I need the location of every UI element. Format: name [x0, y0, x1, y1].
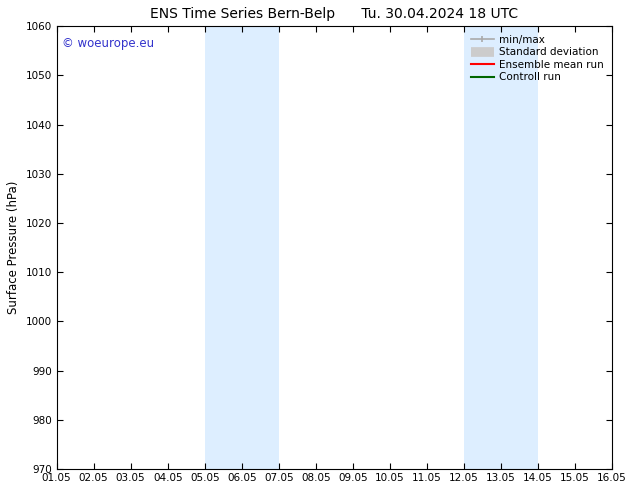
Bar [205, 26, 279, 469]
Legend: min/max, Standard deviation, Ensemble mean run, Controll run: min/max, Standard deviation, Ensemble me… [468, 31, 607, 86]
Title: ENS Time Series Bern-Belp      Tu. 30.04.2024 18 UTC: ENS Time Series Bern-Belp Tu. 30.04.2024… [150, 7, 519, 21]
Text: © woeurope.eu: © woeurope.eu [62, 37, 154, 50]
Y-axis label: Surface Pressure (hPa): Surface Pressure (hPa) [7, 181, 20, 314]
Bar [464, 26, 538, 469]
